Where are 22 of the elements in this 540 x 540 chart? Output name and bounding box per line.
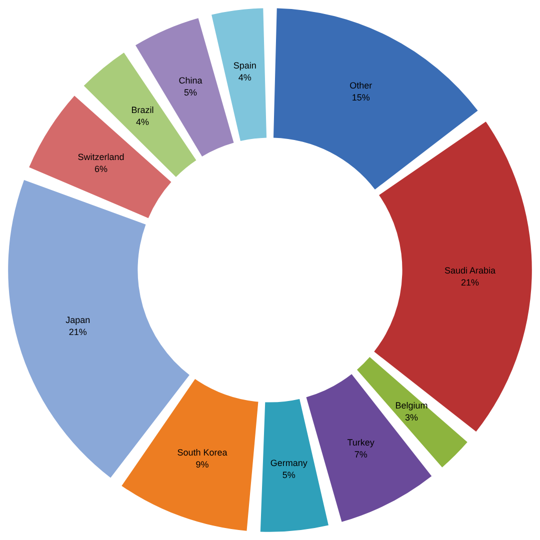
data-label: 21% bbox=[68, 326, 87, 337]
slice-label: Belgium bbox=[395, 400, 428, 410]
slice-label: Germany bbox=[270, 458, 308, 468]
slice-label: South Korea bbox=[177, 447, 228, 458]
slice-label: Saudi Arabia bbox=[444, 265, 496, 276]
data-label: 4% bbox=[136, 116, 149, 127]
data-label: 5% bbox=[184, 87, 198, 98]
slice-label: Brazil bbox=[131, 104, 154, 115]
data-label: 4% bbox=[238, 72, 252, 82]
data-label: 9% bbox=[196, 459, 209, 470]
slice-label: Other bbox=[350, 80, 372, 91]
slice-label: China bbox=[178, 75, 202, 86]
data-label: 6% bbox=[94, 164, 108, 174]
data-label: 21% bbox=[460, 277, 480, 288]
data-label: 5% bbox=[282, 470, 296, 480]
slice-label: Japan bbox=[66, 314, 90, 325]
data-label: 15% bbox=[352, 92, 370, 103]
data-label: 3% bbox=[404, 412, 418, 422]
slice-label: Spain bbox=[233, 60, 256, 70]
slice-label: Turkey bbox=[347, 437, 375, 448]
slice-label: Switzerland bbox=[78, 152, 124, 162]
data-label: 7% bbox=[354, 449, 368, 460]
